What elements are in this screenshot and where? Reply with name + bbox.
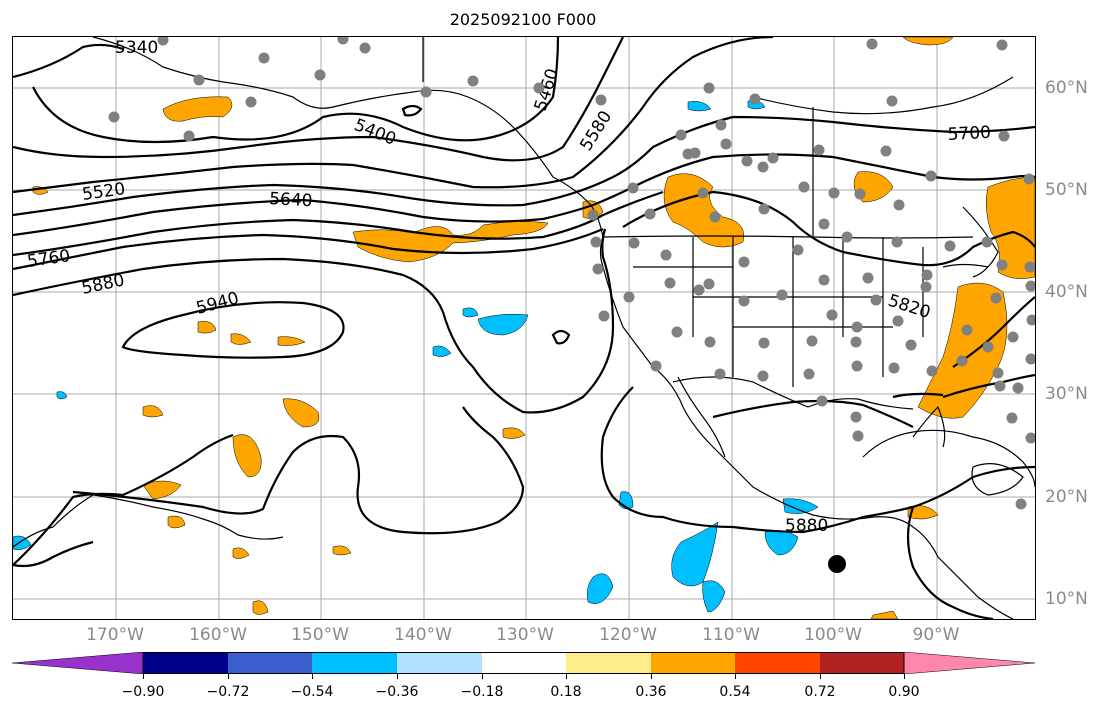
contour-label: 5400 xyxy=(351,115,399,150)
map-title: 2025092100 F000 xyxy=(449,10,597,29)
coastlines xyxy=(13,37,1035,619)
contour-label: 5820 xyxy=(885,291,932,323)
contour-label: 5880 xyxy=(785,516,828,536)
lon-label: 130°W xyxy=(496,625,554,645)
colorbar-tickmark xyxy=(312,674,313,679)
contour-label: 5940 xyxy=(194,288,241,319)
lon-label: 90°W xyxy=(912,625,960,645)
colorbar-segment xyxy=(735,652,820,674)
colorbar-tickmark xyxy=(228,674,229,679)
colorbar-segment xyxy=(651,652,735,674)
storm-center-marker xyxy=(828,555,846,573)
colorbar-tick-label: 0.36 xyxy=(635,684,667,700)
colorbar-tickmark xyxy=(651,674,652,679)
station-markers xyxy=(108,37,1035,510)
contour-label: 5340 xyxy=(115,38,158,58)
lon-label: 120°W xyxy=(599,625,657,645)
lon-label: 150°W xyxy=(291,625,349,645)
lon-label: 170°W xyxy=(86,625,144,645)
colorbar-tickmark xyxy=(566,674,567,679)
colorbar-segment xyxy=(312,652,397,674)
colorbar-tickmark xyxy=(904,674,905,679)
positive-anomaly-areas xyxy=(32,37,1035,619)
lon-label: 110°W xyxy=(702,625,760,645)
colorbar-tickmark xyxy=(482,674,483,679)
colorbar-tick-label: 0.18 xyxy=(550,684,582,700)
colorbar-tickmark xyxy=(820,674,821,679)
colorbar-segment xyxy=(903,652,1035,674)
lat-label: 30°N xyxy=(1045,384,1088,404)
colorbar-tick-label: −0.54 xyxy=(290,684,334,700)
lat-label: 10°N xyxy=(1045,589,1088,609)
lon-label: 100°W xyxy=(804,625,862,645)
colorbar-segment xyxy=(397,652,482,674)
graticule xyxy=(13,37,1035,619)
colorbar-segment xyxy=(12,652,144,674)
height-contours xyxy=(13,37,1035,619)
negative-anomaly-areas xyxy=(13,100,819,613)
colorbar-segment xyxy=(820,652,904,674)
contour-label-group: 5340 5400 5460 5520 5580 5640 5700 5760 … xyxy=(26,38,992,536)
colorbar-tickmark xyxy=(397,674,398,679)
colorbar-tick-label: 0.90 xyxy=(888,684,920,700)
colorbar xyxy=(12,652,1035,674)
colorbar-segment xyxy=(143,652,228,674)
colorbar-tick-label: −0.72 xyxy=(206,684,250,700)
lat-label: 60°N xyxy=(1045,78,1088,98)
colorbar-tickmark xyxy=(143,674,144,679)
contour-label: 5760 xyxy=(26,246,72,272)
colorbar-tick-label: −0.90 xyxy=(121,684,165,700)
colorbar-tick-label: −0.36 xyxy=(375,684,419,700)
colorbar-segment xyxy=(482,652,566,674)
contour-label: 5640 xyxy=(269,189,313,211)
lat-label: 40°N xyxy=(1045,282,1088,302)
colorbar-segment xyxy=(228,652,312,674)
lat-label: 20°N xyxy=(1045,487,1088,507)
lat-label: 50°N xyxy=(1045,180,1088,200)
lon-label: 160°W xyxy=(189,625,247,645)
colorbar-tick-label: 0.54 xyxy=(719,684,751,700)
colorbar-tick-label: 0.72 xyxy=(804,684,836,700)
contour-label: 5880 xyxy=(80,270,126,299)
map-panel: 5340 5400 5460 5520 5580 5640 5700 5760 … xyxy=(12,36,1036,620)
colorbar-segment xyxy=(566,652,651,674)
lon-label: 140°W xyxy=(394,625,452,645)
contour-label: 5700 xyxy=(947,123,991,145)
colorbar-tick-label: −0.18 xyxy=(460,684,504,700)
colorbar-tickmark xyxy=(735,674,736,679)
map-svg: 5340 5400 5460 5520 5580 5640 5700 5760 … xyxy=(13,37,1035,619)
